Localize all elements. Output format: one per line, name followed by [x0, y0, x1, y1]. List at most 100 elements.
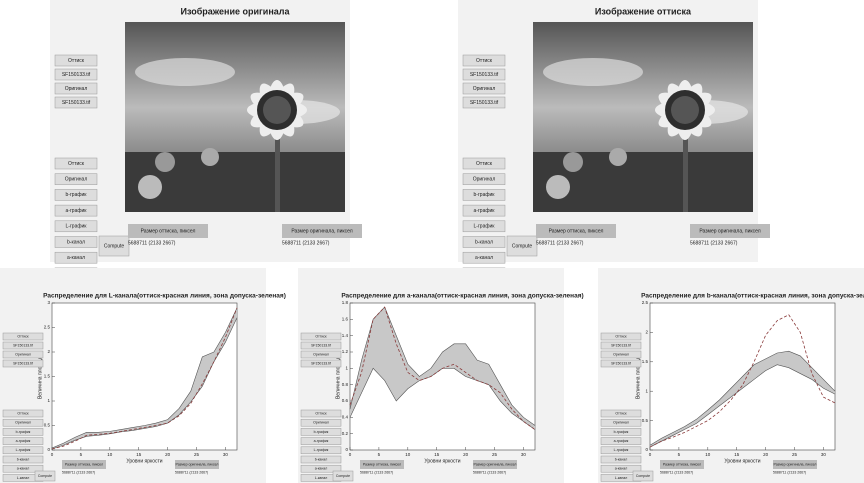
button-label[interactable]: Compute [104, 243, 125, 249]
button-label[interactable]: b-график [314, 430, 329, 434]
button-label[interactable]: Оттиск [476, 161, 493, 167]
button-label[interactable]: Оттиск [17, 411, 29, 415]
x-tick-label: 30 [821, 452, 827, 457]
button-label[interactable]: Оригинал [313, 421, 329, 425]
button-label[interactable]: Оттиск [68, 161, 85, 167]
button-label[interactable]: L-канал [315, 476, 328, 480]
button-label[interactable]: Оттиск [615, 411, 627, 415]
button-label[interactable]: a-график [16, 439, 31, 443]
size-label: Размер оригинала, пиксел [291, 228, 352, 234]
plot-title: Распределение для L-канала(оттиск-красна… [43, 293, 286, 300]
button-label[interactable]: b-канал [475, 239, 493, 245]
plot-title: Распределение для b-канала(оттиск-красна… [641, 293, 864, 300]
y-tick-label: 1.5 [642, 359, 649, 364]
button-label[interactable]: b-канал [315, 457, 328, 461]
button-label[interactable]: SF150133.tif [611, 361, 631, 365]
button-label[interactable]: b-график [66, 192, 88, 198]
button-label[interactable]: a-график [314, 439, 329, 443]
size-value: 5688711 (2133 2667) [128, 240, 176, 246]
x-tick-label: 15 [734, 452, 740, 457]
y-tick-label: 1.5 [44, 374, 51, 379]
y-tick-label: 0.5 [642, 418, 649, 423]
size-value: 5688711 (2133 2667) [660, 470, 693, 474]
button-label[interactable]: Оригинал [313, 352, 329, 356]
x-tick-label: 20 [165, 452, 171, 457]
button-label[interactable]: Оригинал [65, 177, 88, 183]
button-label[interactable]: L-график [16, 448, 31, 452]
button-label[interactable]: a-канал [615, 467, 628, 471]
size-value: 5688711 (2133 2667) [282, 240, 330, 246]
button-label[interactable]: Compute [636, 474, 650, 478]
button-label[interactable]: Оригинал [65, 86, 88, 92]
button-label[interactable]: L-канал [17, 476, 30, 480]
button-label[interactable]: L-график [66, 224, 88, 230]
button-label[interactable]: b-график [474, 192, 496, 198]
button-label[interactable]: a-канал [475, 255, 493, 261]
y-tick-label: 0.8 [342, 382, 349, 387]
button-label[interactable]: b-канал [615, 457, 628, 461]
button-label[interactable]: L-график [474, 224, 496, 230]
x-tick-label: 20 [463, 452, 469, 457]
button-label[interactable]: SF150133.tif [311, 343, 331, 347]
button-label[interactable]: SF150133.tif [611, 343, 631, 347]
size-value: 5688711 (2133 2667) [690, 240, 738, 246]
button-label[interactable]: Оттиск [68, 58, 85, 64]
button-label[interactable]: Compute [336, 474, 350, 478]
button-label[interactable]: Оригинал [473, 86, 496, 92]
button-label[interactable]: Оттиск [476, 58, 493, 64]
y-tick-label: 1.2 [342, 349, 349, 354]
panel-title: Изображение оттиска [595, 6, 692, 16]
button-label[interactable]: SF150133.tif [13, 343, 33, 347]
button-label[interactable]: a-график [474, 208, 496, 214]
button-label[interactable]: SF150133.tif [470, 100, 499, 106]
button-label[interactable]: Compute [512, 243, 533, 249]
button-label[interactable]: SF150133.tif [62, 100, 91, 106]
y-tick-label: 1.6 [342, 317, 349, 322]
plot-title: Распределение для a-канала(оттиск-красна… [341, 293, 583, 300]
y-tick-label: 2.5 [44, 325, 51, 330]
button-label[interactable]: Оригинал [15, 421, 31, 425]
button-label[interactable]: Оригинал [15, 352, 31, 356]
size-label: Размер оттиска, пиксел [549, 228, 604, 234]
button-label[interactable]: Оригинал [613, 421, 629, 425]
button-label[interactable]: b-канал [17, 457, 30, 461]
size-value: 5688711 (2133 2667) [175, 470, 208, 474]
x-tick-label: 25 [194, 452, 200, 457]
button-label[interactable]: Оттиск [315, 411, 327, 415]
size-label: Размер оригинала, пиксел [699, 228, 760, 234]
button-label[interactable]: Оттиск [315, 334, 327, 338]
button-label[interactable]: a-график [614, 439, 629, 443]
button-label[interactable]: L-график [314, 448, 329, 452]
x-axis-label: Уровни яркости [724, 458, 760, 464]
button-label[interactable]: SF150133.tif [62, 72, 91, 78]
y-tick-label: 0.6 [342, 398, 349, 403]
button-label[interactable]: a-график [66, 208, 88, 214]
size-label: Размер оригинала, пиксел [474, 462, 517, 466]
photo [125, 22, 345, 212]
button-label[interactable]: SF150133.tif [13, 361, 33, 365]
button-label[interactable]: a-канал [315, 467, 328, 471]
size-value: 5688711 (2133 2667) [473, 470, 506, 474]
button-label[interactable]: L-канал [615, 476, 628, 480]
button-label[interactable]: Оттиск [615, 334, 627, 338]
button-label[interactable]: a-канал [67, 255, 85, 261]
button-label[interactable]: Compute [38, 474, 52, 478]
button-label[interactable]: SF150133.tif [470, 72, 499, 78]
button-label[interactable]: Оригинал [473, 177, 496, 183]
size-label: Размер оттиска, пиксел [141, 228, 196, 234]
button-label[interactable]: L-график [614, 448, 629, 452]
button-label[interactable]: SF150133.tif [311, 361, 331, 365]
button-label[interactable]: Оригинал [613, 352, 629, 356]
button-label[interactable]: b-график [614, 430, 629, 434]
screen: Изображение оригиналаОттискSF150133.tifО… [0, 0, 864, 483]
size-value: 5688711 (2133 2667) [360, 470, 393, 474]
y-tick-label: 2.5 [642, 300, 649, 305]
y-tick-label: 1.4 [342, 333, 349, 338]
x-tick-label: 30 [521, 452, 527, 457]
button-label[interactable]: Оттиск [17, 334, 29, 338]
button-label[interactable]: b-канал [67, 239, 85, 245]
button-label[interactable]: b-график [16, 430, 31, 434]
size-label: Размер оригинала, пиксел [774, 462, 817, 466]
size-label: Размер оттиска, пиксел [663, 462, 701, 466]
button-label[interactable]: a-канал [17, 467, 30, 471]
